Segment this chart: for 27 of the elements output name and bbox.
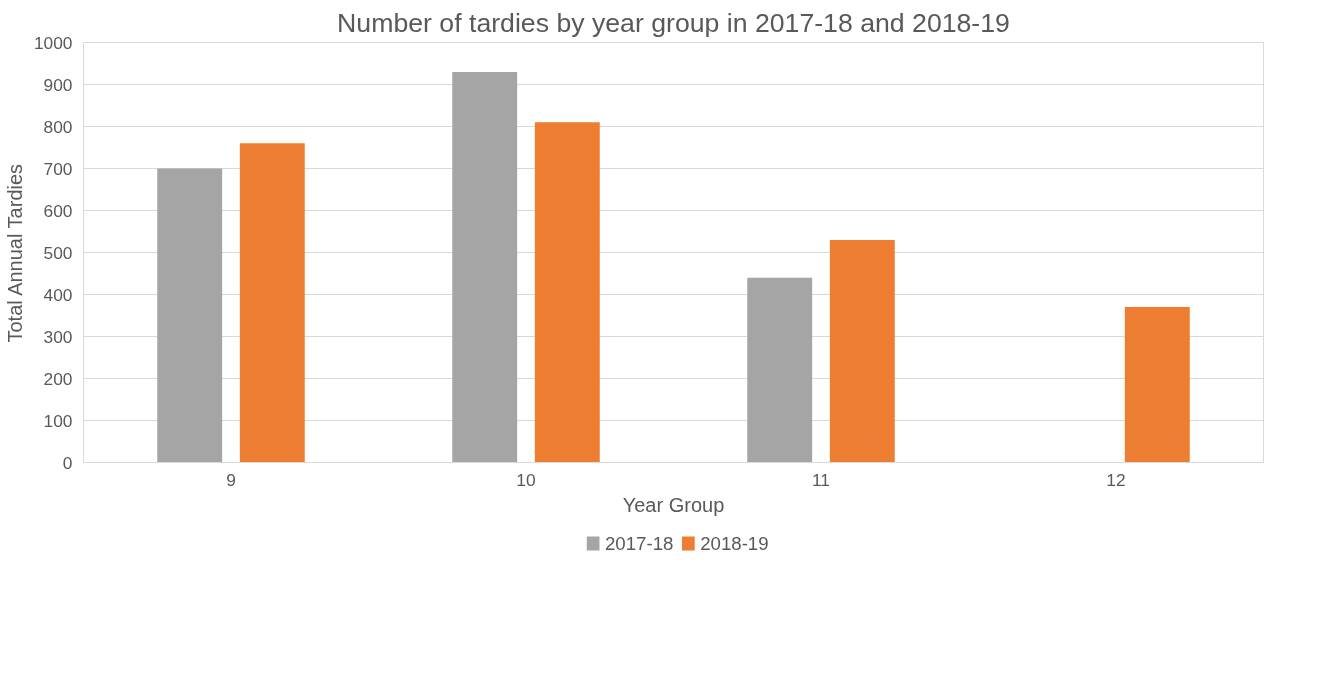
bar xyxy=(1124,307,1190,463)
x-tick-label: 10 xyxy=(516,469,536,490)
bar xyxy=(452,71,518,463)
bar xyxy=(239,143,305,463)
y-tick-label: 100 xyxy=(43,410,73,431)
legend-label: 2018-19 xyxy=(700,533,769,554)
legend-label: 2017-18 xyxy=(604,533,674,554)
y-axis-title: Total Annual Tardies xyxy=(3,163,26,343)
y-tick-label: 700 xyxy=(43,158,73,179)
bar xyxy=(157,168,223,463)
y-tick-label: 500 xyxy=(43,242,73,263)
x-axis-title: Year Group xyxy=(622,493,725,516)
x-tick-label: 11 xyxy=(812,469,831,490)
bar xyxy=(747,277,813,463)
x-tick-label: 12 xyxy=(1106,469,1126,490)
y-tick-label: 800 xyxy=(43,116,73,137)
bar xyxy=(534,122,600,463)
y-tick-label: 900 xyxy=(43,74,73,95)
y-tick-label: 600 xyxy=(43,200,73,221)
y-tick-label: 1000 xyxy=(33,32,73,53)
y-tick-label: 400 xyxy=(43,284,73,305)
x-tick-label: 9 xyxy=(226,469,236,490)
chart-title: Number of tardies by year group in 2017-18 and 2018-19 xyxy=(337,7,1010,38)
y-tick-label: 200 xyxy=(43,368,73,389)
bar xyxy=(829,239,895,463)
y-tick-label: 300 xyxy=(43,326,73,347)
y-tick-label: 0 xyxy=(62,452,73,473)
